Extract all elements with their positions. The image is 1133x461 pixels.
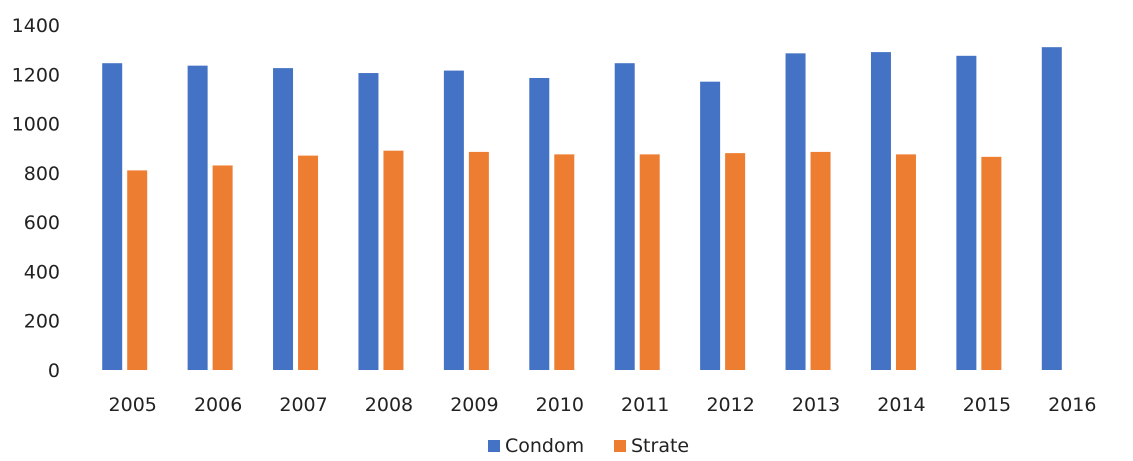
x-axis: 2005 2006 2007 2008 2009 2010 2011 2012 2013 2014… [109,394,1097,416]
bar-strate-2009 [468,151,489,370]
bar-strate-2005 [127,170,148,370]
bar-condom-2012 [700,81,721,370]
bar-strate-2013 [810,151,831,370]
bar-condom-2016 [1041,47,1062,371]
bar-condom-2009 [443,70,464,370]
bar-strate-2006 [212,165,233,370]
x-tick-label: 2012 [706,394,754,416]
bar-strate-2008 [383,150,404,370]
bar-condom-2007 [273,68,294,370]
legend-swatch-condom [488,440,500,452]
bar-condom-2011 [614,63,635,370]
bar-condom-2006 [187,65,208,371]
x-tick-label: 2010 [536,394,584,416]
x-tick-label: 2011 [621,394,669,416]
y-tick-label: 400 [24,261,60,283]
x-tick-label: 2015 [963,394,1011,416]
legend-swatch-strate [614,440,626,452]
x-tick-label: 2005 [109,394,157,416]
bar-condom-2014 [870,52,891,370]
bar-strate-2007 [298,155,319,370]
x-tick-label: 2007 [279,394,327,416]
bar-condom-2008 [358,73,379,370]
bar-condom-2013 [785,53,806,370]
y-tick-label: 1000 [12,114,60,136]
bar-strate-2012 [725,153,746,370]
y-tick-label: 800 [24,163,60,185]
x-tick-label: 2006 [194,394,242,416]
x-tick-label: 2016 [1048,394,1096,416]
bar-condom-2005 [102,63,123,370]
x-tick-label: 2014 [877,394,925,416]
legend-label-condom: Condom [505,435,584,457]
y-axis: 0 200 400 600 800 1000 1200 1400 [12,15,60,382]
plot-area [102,47,1062,371]
x-tick-label: 2009 [450,394,498,416]
y-tick-label: 1400 [12,15,60,37]
bar-strate-2011 [639,154,660,370]
y-tick-label: 600 [24,212,60,234]
y-tick-label: 0 [48,360,60,382]
bar-condom-2015 [956,55,977,371]
legend: Condom Strate [488,435,689,457]
y-tick-label: 1200 [12,64,60,86]
bar-strate-2014 [895,154,916,370]
y-tick-label: 200 [24,311,60,333]
legend-label-strate: Strate [631,435,689,457]
bar-strate-2015 [981,156,1002,370]
x-tick-label: 2008 [365,394,413,416]
bar-condom-2010 [529,77,550,370]
x-tick-label: 2013 [792,394,840,416]
bar-strate-2010 [554,154,575,370]
